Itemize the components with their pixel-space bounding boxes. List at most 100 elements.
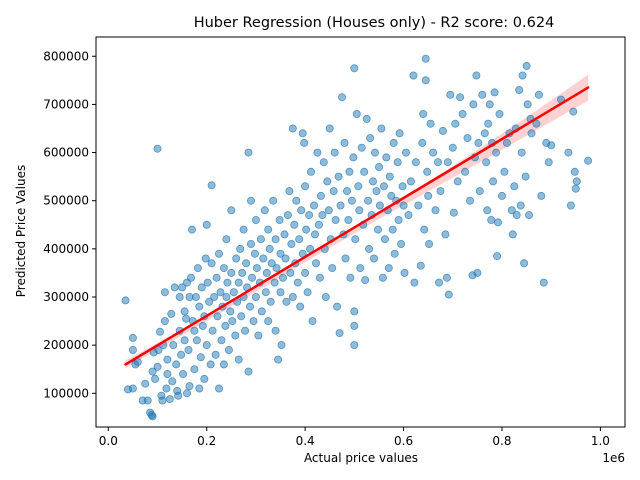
scatter-point	[410, 72, 417, 79]
scatter-point	[516, 86, 523, 93]
scatter-point	[237, 245, 244, 252]
scatter-point	[394, 159, 401, 166]
scatter-point	[367, 135, 374, 142]
scatter-point	[548, 142, 555, 149]
scatter-point	[358, 144, 365, 151]
scatter-point	[156, 328, 163, 335]
scatter-point	[301, 139, 308, 146]
x-tick-label: 0.0	[99, 434, 118, 448]
scatter-point	[345, 216, 352, 223]
scatter-point	[213, 274, 220, 281]
x-axis-label: Actual price values	[304, 451, 418, 465]
scatter-point	[498, 192, 505, 199]
scatter-point	[437, 188, 444, 195]
scatter-point	[432, 207, 439, 214]
scatter-point	[215, 250, 222, 257]
scatter-point	[211, 293, 218, 300]
scatter-point	[188, 226, 195, 233]
scatter-point	[338, 94, 345, 101]
scatter-point	[379, 274, 386, 281]
scatter-point	[129, 334, 136, 341]
scatter-point	[171, 284, 178, 291]
scatter-point	[282, 255, 289, 262]
scatter-point	[279, 274, 286, 281]
scatter-point	[142, 380, 149, 387]
scatter-point	[400, 202, 407, 209]
scatter-point	[194, 265, 201, 272]
scatter-point	[399, 183, 406, 190]
scatter-point	[485, 120, 492, 127]
scatter-point	[286, 188, 293, 195]
scatter-point	[224, 279, 231, 286]
scatter-point	[181, 308, 188, 315]
scatter-point	[309, 318, 316, 325]
scatter-point	[352, 236, 359, 243]
scatter-point	[229, 318, 236, 325]
scatter-point	[494, 253, 501, 260]
scatter-point	[283, 298, 290, 305]
scatter-point	[411, 279, 418, 286]
x-tick-label: 0.6	[394, 434, 413, 448]
scatter-point	[175, 392, 182, 399]
scatter-point	[351, 322, 358, 329]
scatter-point	[289, 293, 296, 300]
scatter-point	[312, 260, 319, 267]
scatter-point	[439, 127, 446, 134]
scatter-point	[486, 101, 493, 108]
scatter-point	[161, 318, 168, 325]
scatter-point	[266, 245, 273, 252]
scatter-point	[173, 361, 180, 368]
scatter-point	[494, 219, 501, 226]
scatter-point	[459, 110, 466, 117]
scatter-point	[247, 240, 254, 247]
scatter-point	[287, 269, 294, 276]
scatter-point	[185, 346, 192, 353]
scatter-point	[208, 182, 215, 189]
scatter-point	[361, 168, 368, 175]
scatter-point	[424, 168, 431, 175]
scatter-point	[464, 135, 471, 142]
scatter-point	[434, 159, 441, 166]
x-tick-label: 0.8	[492, 434, 511, 448]
scatter-point	[243, 260, 250, 267]
scatter-point	[310, 202, 317, 209]
scatter-point	[217, 289, 224, 296]
scatter-point	[447, 91, 454, 98]
scatter-point	[192, 293, 199, 300]
scatter-point	[277, 289, 284, 296]
scatter-point	[567, 202, 574, 209]
scatter-point	[335, 173, 342, 180]
scatter-point	[260, 255, 267, 262]
scatter-point	[255, 332, 262, 339]
scatter-point	[565, 149, 572, 156]
scatter-point	[297, 303, 304, 310]
scatter-point	[523, 62, 530, 69]
scatter-point	[376, 202, 383, 209]
scatter-point	[267, 298, 274, 305]
y-tick-label: 500000	[43, 194, 89, 208]
scatter-point	[178, 351, 185, 358]
scatter-point	[422, 77, 429, 84]
scatter-point	[315, 221, 322, 228]
scatter-point	[496, 110, 503, 117]
scatter-point	[427, 120, 434, 127]
y-tick-label: 200000	[43, 338, 89, 352]
scatter-point	[540, 279, 547, 286]
x-tick-label: 0.2	[197, 434, 216, 448]
scatter-point	[122, 297, 129, 304]
scatter-point	[350, 154, 357, 161]
scatter-point	[375, 163, 382, 170]
scatter-point	[191, 366, 198, 373]
scatter-point	[355, 183, 362, 190]
scatter-point	[183, 315, 190, 322]
scatter-point	[378, 125, 385, 132]
scatter-point	[391, 250, 398, 257]
scatter-point	[466, 197, 473, 204]
y-tick-label: 100000	[43, 386, 89, 400]
y-tick-label: 700000	[43, 97, 89, 111]
scatter-point	[239, 269, 246, 276]
scatter-point	[199, 322, 206, 329]
scatter-point	[473, 72, 480, 79]
scatter-point	[215, 385, 222, 392]
scatter-point	[212, 351, 219, 358]
